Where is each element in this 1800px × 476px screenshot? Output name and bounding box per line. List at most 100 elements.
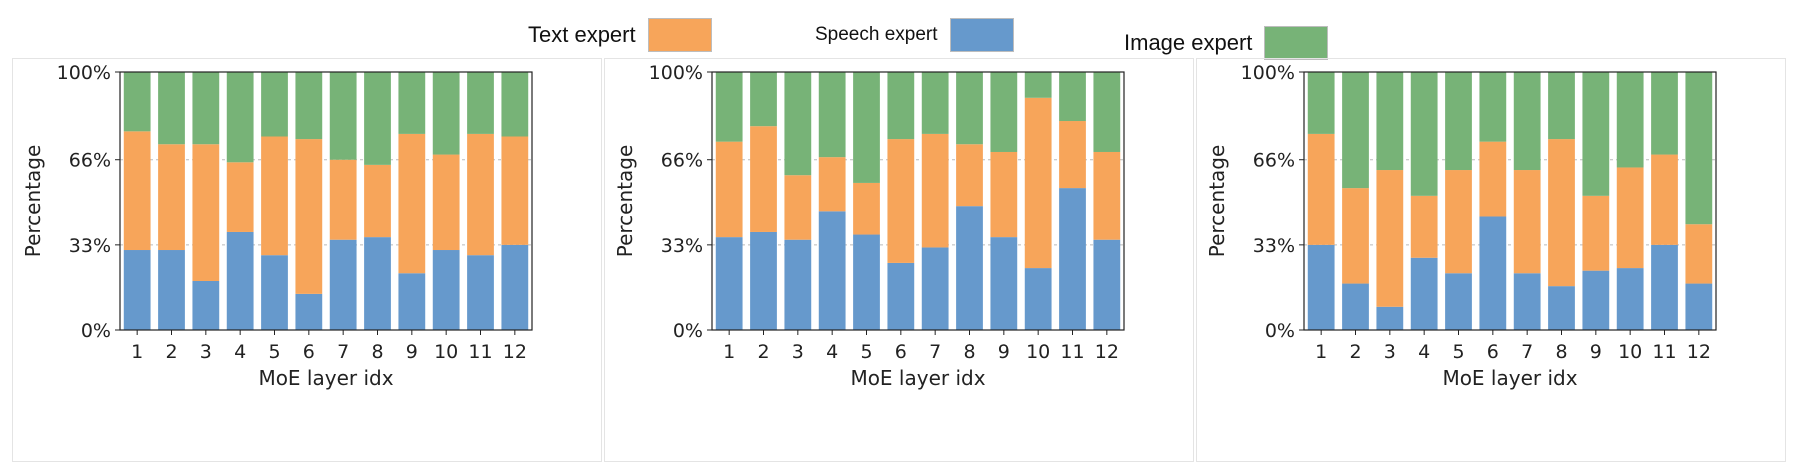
legend-swatch-text-expert <box>647 18 712 52</box>
bar-image-expert-layer-7 <box>921 72 949 134</box>
y-tick-label-0: 0% <box>81 320 111 342</box>
bar-text-expert-layer-10 <box>1616 167 1644 269</box>
bar-speech-expert-layer-9 <box>990 237 1018 330</box>
x-tick-label-6: 6 <box>1487 341 1499 363</box>
bar-image-expert-layer-9 <box>398 72 426 134</box>
bar-speech-expert-layer-2 <box>750 231 777 330</box>
bar-speech-expert-layer-4 <box>1410 257 1438 330</box>
bar-speech-expert-layer-11 <box>467 255 494 330</box>
bar-speech-expert-layer-3 <box>1376 306 1404 330</box>
x-tick-label-10: 10 <box>1618 341 1642 363</box>
bar-image-expert-layer-6 <box>295 72 323 140</box>
x-tick-label-4: 4 <box>826 341 838 363</box>
x-tick-label-9: 9 <box>1590 341 1602 363</box>
bar-speech-expert-layer-1 <box>1307 244 1335 330</box>
bar-speech-expert-layer-3 <box>192 280 220 330</box>
bar-image-expert-layer-3 <box>1376 72 1404 171</box>
bar-speech-expert-layer-8 <box>364 237 391 330</box>
bar-text-expert-layer-9 <box>990 151 1018 238</box>
x-tick-label-8: 8 <box>963 341 975 363</box>
bar-image-expert-layer-12 <box>501 72 529 137</box>
bar-image-expert-layer-9 <box>1582 72 1610 196</box>
x-tick-label-7: 7 <box>1521 341 1533 363</box>
bar-speech-expert-layer-6 <box>295 293 323 330</box>
bar-image-expert-layer-4 <box>226 72 254 163</box>
y-tick-label-2: 66% <box>1253 150 1295 172</box>
bar-text-expert-layer-12 <box>501 136 529 245</box>
bar-image-expert-layer-10 <box>1616 72 1644 168</box>
bar-image-expert-layer-2 <box>750 72 777 127</box>
y-tick-label-3: 100% <box>649 62 703 84</box>
bar-image-expert-layer-1 <box>123 72 151 132</box>
bar-image-expert-layer-3 <box>784 72 812 176</box>
x-tick-label-12: 12 <box>503 341 527 363</box>
y-tick-label-1: 33% <box>1253 235 1295 257</box>
plot-frame <box>1303 71 1717 331</box>
y-axis-label: Percentage <box>613 145 637 258</box>
bar-text-expert-layer-10 <box>1024 97 1052 269</box>
bar-speech-expert-layer-5 <box>853 234 880 330</box>
bar-speech-expert-layer-5 <box>261 255 288 330</box>
y-tick-label-2: 66% <box>69 150 111 172</box>
x-tick-label-10: 10 <box>1026 341 1050 363</box>
bar-image-expert-layer-11 <box>1059 72 1086 122</box>
bar-image-expert-layer-4 <box>1410 72 1438 196</box>
y-tick-label-2: 66% <box>661 150 703 172</box>
bar-image-expert-layer-2 <box>1342 72 1369 189</box>
bar-speech-expert-layer-10 <box>432 250 460 330</box>
x-tick-label-10: 10 <box>434 341 458 363</box>
bar-text-expert-layer-8 <box>1548 139 1575 287</box>
bar-image-expert-layer-12 <box>1093 72 1121 152</box>
bar-image-expert-layer-5 <box>1445 72 1472 171</box>
bar-text-expert-layer-8 <box>956 144 983 207</box>
x-tick-label-8: 8 <box>371 341 383 363</box>
bar-text-expert-layer-7 <box>329 159 357 240</box>
bar-text-expert-layer-12 <box>1685 224 1713 284</box>
bar-image-expert-layer-8 <box>364 72 391 165</box>
x-tick-label-11: 11 <box>1060 341 1084 363</box>
y-tick-label-1: 33% <box>661 235 703 257</box>
bar-speech-expert-layer-10 <box>1616 268 1644 330</box>
x-tick-label-3: 3 <box>200 341 212 363</box>
x-tick-label-12: 12 <box>1095 341 1119 363</box>
x-tick-label-3: 3 <box>792 341 804 363</box>
bar-image-expert-layer-6 <box>1479 72 1507 142</box>
bar-image-expert-layer-4 <box>818 72 846 158</box>
x-tick-label-7: 7 <box>929 341 941 363</box>
bar-speech-expert-layer-8 <box>956 206 983 330</box>
bar-image-expert-layer-11 <box>1651 72 1678 155</box>
bar-text-expert-layer-2 <box>158 144 185 251</box>
bar-image-expert-layer-1 <box>715 72 743 142</box>
bar-text-expert-layer-12 <box>1093 151 1121 240</box>
x-tick-label-9: 9 <box>406 341 418 363</box>
bar-text-expert-layer-4 <box>226 162 254 232</box>
bar-speech-expert-layer-7 <box>1513 273 1541 330</box>
x-tick-label-6: 6 <box>303 341 315 363</box>
panel-frame-2 <box>604 58 1194 462</box>
x-axis-label: MoE layer idx <box>1442 366 1577 390</box>
bar-image-expert-layer-12 <box>1685 72 1713 225</box>
x-tick-label-5: 5 <box>1452 341 1464 363</box>
legend-item-image-expert: Image expert <box>1124 26 1329 60</box>
x-tick-label-4: 4 <box>1418 341 1430 363</box>
bar-speech-expert-layer-2 <box>1342 283 1369 330</box>
bar-speech-expert-layer-8 <box>1548 286 1575 330</box>
bar-text-expert-layer-1 <box>715 141 743 238</box>
bar-text-expert-layer-4 <box>1410 195 1438 258</box>
bar-text-expert-layer-4 <box>818 157 846 212</box>
bar-image-expert-layer-5 <box>261 72 288 137</box>
bar-speech-expert-layer-6 <box>1479 216 1507 330</box>
x-tick-label-5: 5 <box>268 341 280 363</box>
bar-image-expert-layer-7 <box>1513 72 1541 171</box>
y-tick-label-0: 0% <box>673 320 703 342</box>
bar-text-expert-layer-1 <box>123 131 151 251</box>
bar-speech-expert-layer-1 <box>123 250 151 330</box>
x-tick-label-1: 1 <box>131 341 143 363</box>
bar-speech-expert-layer-9 <box>398 273 426 330</box>
bar-text-expert-layer-2 <box>1342 188 1369 284</box>
bar-image-expert-layer-11 <box>467 72 494 134</box>
x-tick-label-8: 8 <box>1555 341 1567 363</box>
plot-frame <box>119 71 533 331</box>
legend: Text expert Speech expert Image expert <box>0 0 1800 60</box>
x-tick-label-6: 6 <box>895 341 907 363</box>
